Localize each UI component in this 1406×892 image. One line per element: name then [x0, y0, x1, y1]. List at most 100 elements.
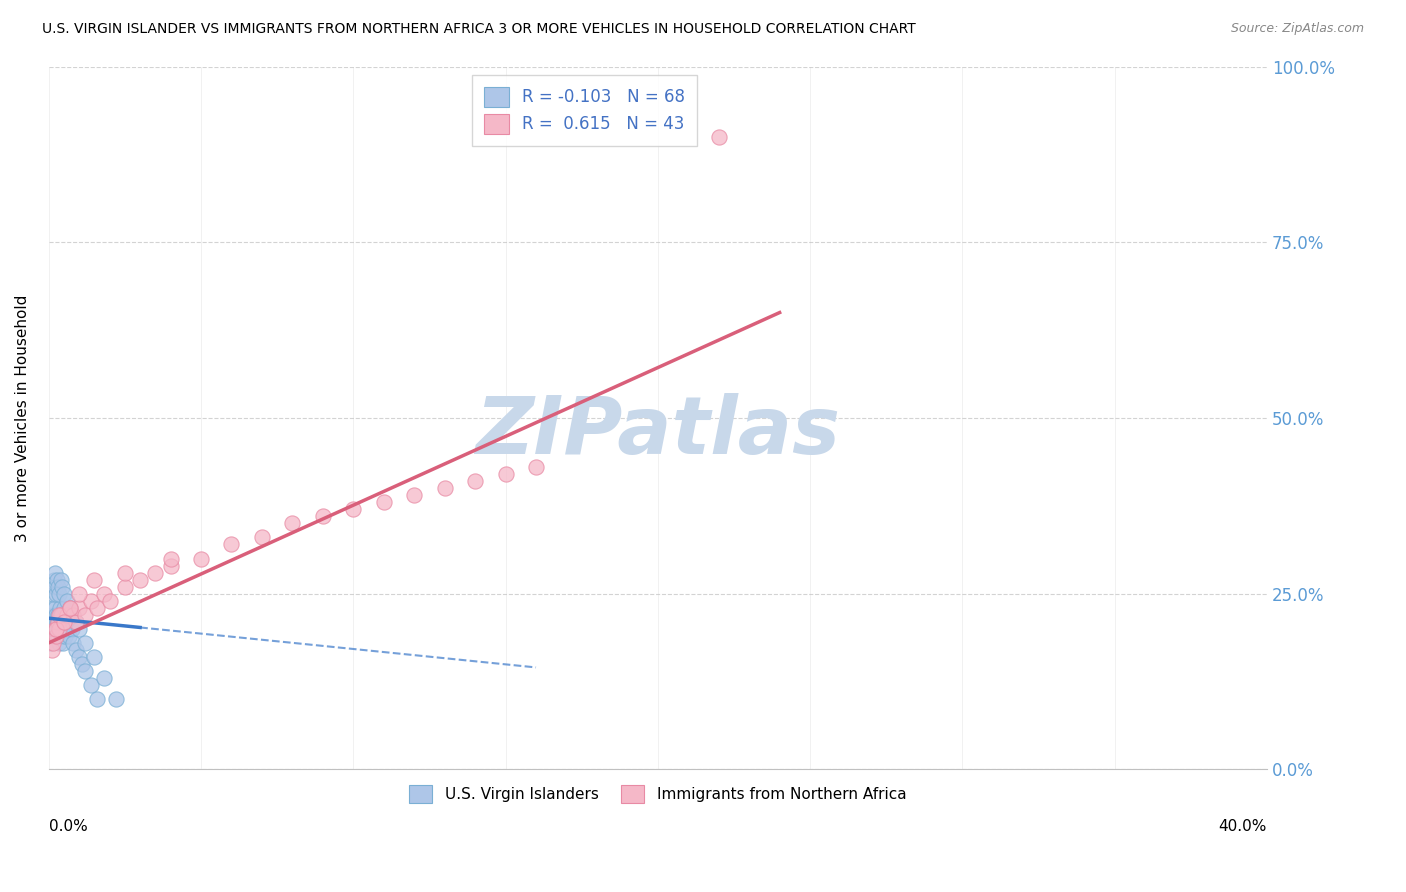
Point: [67, 622, 90, 636]
Point: [53, 615, 76, 629]
Point: [51, 615, 73, 629]
Point: [39, 622, 62, 636]
Point: [53, 615, 76, 629]
Point: [51, 580, 73, 594]
Y-axis label: 3 or more Vehicles in Household: 3 or more Vehicles in Household: [15, 294, 30, 541]
Point: [41, 643, 63, 657]
Point: [56, 593, 79, 607]
Point: [53, 615, 76, 629]
Point: [464, 474, 486, 488]
Point: [190, 551, 212, 566]
Point: [45, 622, 67, 636]
Point: [44, 615, 66, 629]
Point: [46, 615, 69, 629]
Point: [45, 622, 67, 636]
Point: [281, 516, 304, 531]
Point: [42, 587, 65, 601]
Point: [52, 636, 75, 650]
Point: [53, 622, 76, 636]
Point: [49, 573, 72, 587]
Point: [44, 573, 66, 587]
Point: [75, 607, 97, 622]
Point: [46, 615, 69, 629]
Point: [46, 629, 69, 643]
Point: [524, 460, 547, 475]
Point: [42, 615, 65, 629]
Point: [312, 509, 335, 524]
Point: [83, 649, 105, 664]
Point: [55, 615, 77, 629]
Point: [70, 657, 93, 671]
Point: [44, 600, 66, 615]
Point: [67, 649, 90, 664]
Point: [495, 467, 517, 482]
Point: [51, 629, 73, 643]
Point: [67, 587, 90, 601]
Point: [48, 607, 70, 622]
Point: [62, 607, 84, 622]
Point: [52, 622, 75, 636]
Point: [707, 129, 730, 144]
Point: [159, 551, 181, 566]
Point: [80, 678, 103, 692]
Point: [59, 600, 82, 615]
Point: [53, 600, 76, 615]
Point: [75, 636, 97, 650]
Point: [44, 607, 66, 622]
Point: [55, 629, 77, 643]
Legend: U.S. Virgin Islanders, Immigrants from Northern Africa: U.S. Virgin Islanders, Immigrants from N…: [402, 777, 914, 811]
Point: [80, 593, 103, 607]
Point: [48, 622, 70, 636]
Point: [159, 558, 181, 573]
Point: [46, 607, 69, 622]
Point: [221, 537, 243, 551]
Point: [46, 622, 69, 636]
Point: [41, 629, 63, 643]
Point: [39, 636, 62, 650]
Point: [62, 636, 84, 650]
Point: [104, 692, 127, 706]
Point: [114, 566, 136, 580]
Point: [59, 607, 82, 622]
Point: [75, 664, 97, 678]
Point: [44, 622, 66, 636]
Point: [48, 615, 70, 629]
Point: [45, 629, 67, 643]
Point: [49, 600, 72, 615]
Point: [65, 643, 87, 657]
Point: [433, 481, 456, 495]
Point: [86, 600, 108, 615]
Point: [65, 615, 87, 629]
Point: [45, 587, 67, 601]
Point: [45, 607, 67, 622]
Point: [67, 600, 90, 615]
Point: [48, 636, 70, 650]
Point: [59, 600, 82, 615]
Point: [48, 587, 70, 601]
Point: [51, 622, 73, 636]
Point: [114, 580, 136, 594]
Point: [42, 636, 65, 650]
Point: [44, 622, 66, 636]
Point: [93, 671, 115, 685]
Point: [46, 573, 69, 587]
Point: [41, 607, 63, 622]
Point: [404, 488, 426, 502]
Point: [56, 622, 79, 636]
Point: [55, 607, 77, 622]
Point: [53, 587, 76, 601]
Point: [49, 607, 72, 622]
Point: [48, 622, 70, 636]
Point: [143, 566, 166, 580]
Text: ZIPatlas: ZIPatlas: [475, 393, 841, 471]
Point: [59, 600, 82, 615]
Point: [48, 629, 70, 643]
Point: [83, 573, 105, 587]
Point: [129, 573, 152, 587]
Point: [58, 629, 80, 643]
Point: [46, 580, 69, 594]
Point: [44, 566, 66, 580]
Point: [250, 530, 273, 544]
Point: [51, 607, 73, 622]
Text: 40.0%: 40.0%: [1219, 819, 1267, 833]
